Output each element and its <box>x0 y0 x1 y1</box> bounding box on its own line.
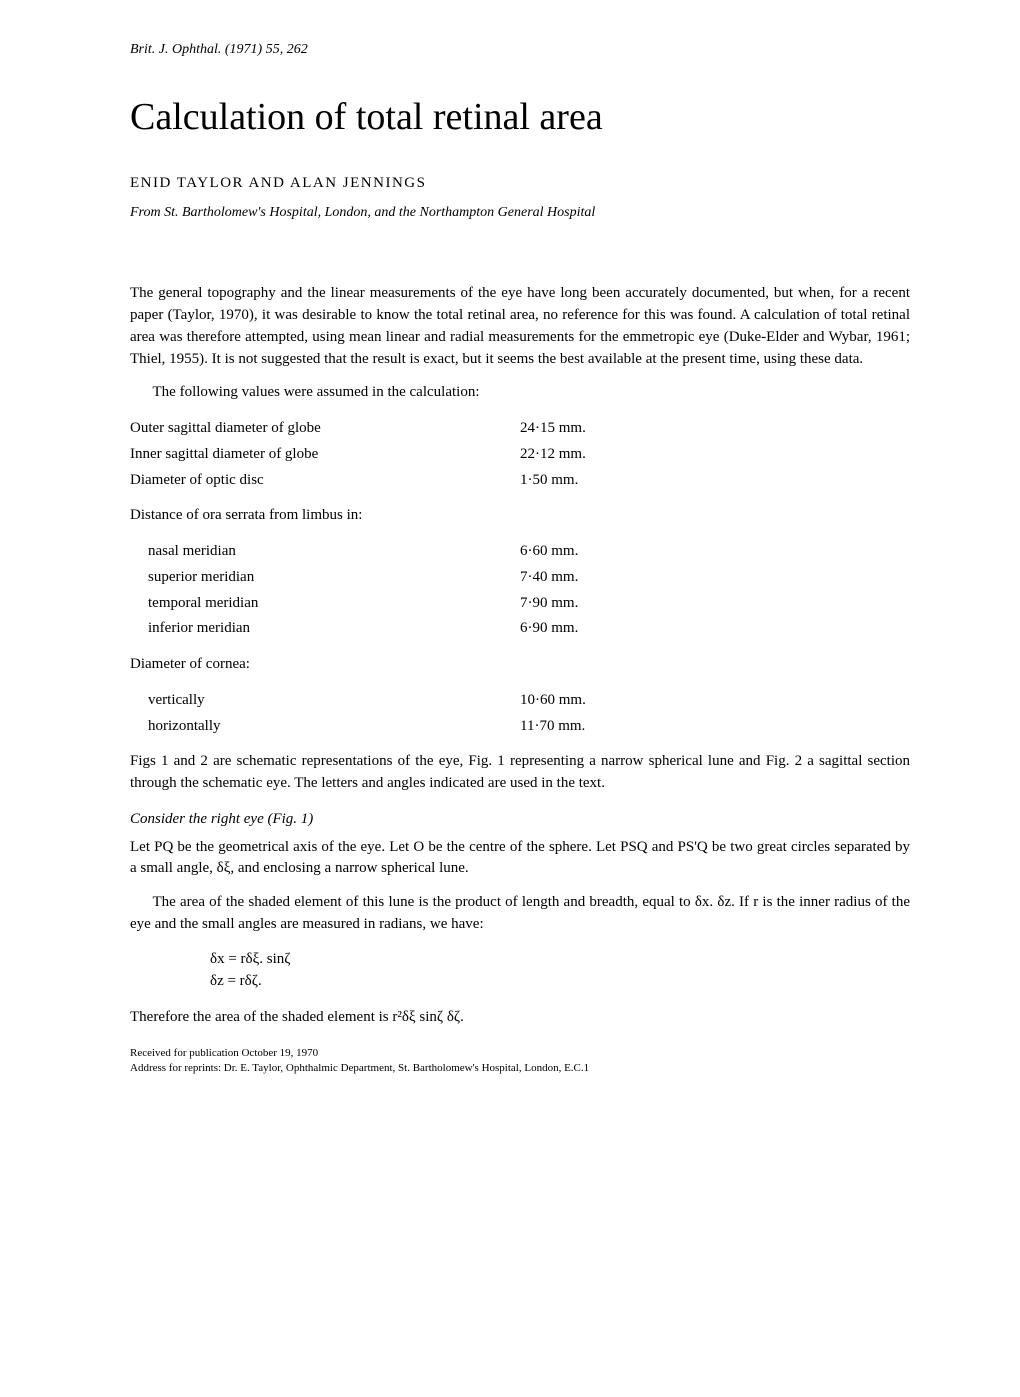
measurement-row: vertically 10·60 mm. <box>130 690 910 712</box>
equation-block: δx = rδξ. sinζ δz = rδζ. <box>210 948 910 993</box>
figs-paragraph: Figs 1 and 2 are schematic representatio… <box>130 751 910 795</box>
measurement-row: nasal meridian 6·60 mm. <box>130 541 910 563</box>
cornea-heading: Diameter of cornea: <box>130 654 910 676</box>
measurement-row: horizontally 11·70 mm. <box>130 716 910 738</box>
measurement-label: Inner sagittal diameter of globe <box>130 444 520 466</box>
authors-text: ENID TAYLOR AND ALAN JENNINGS <box>130 175 426 191</box>
copyright-watermark: Br J Ophthalmol: first published as 10.1… <box>1006 0 1020 68</box>
measurement-value: 22·12 mm. <box>520 444 586 466</box>
footnote-block: Received for publication October 19, 197… <box>130 1046 910 1075</box>
measurement-value: 6·60 mm. <box>520 541 578 563</box>
measurements-globe: Outer sagittal diameter of globe 24·15 m… <box>130 418 910 491</box>
measurements-ora: nasal meridian 6·60 mm. superior meridia… <box>130 541 910 640</box>
measurement-label: vertically <box>130 690 520 712</box>
therefore-paragraph: Therefore the area of the shaded element… <box>130 1007 910 1029</box>
equation-line: δz = rδζ. <box>210 970 910 993</box>
measurement-label: Diameter of optic disc <box>130 470 520 492</box>
measurement-label: Outer sagittal diameter of globe <box>130 418 520 440</box>
consider-heading: Consider the right eye (Fig. 1) <box>130 809 910 831</box>
measurement-label: nasal meridian <box>130 541 520 563</box>
measurement-label: horizontally <box>130 716 520 738</box>
measurement-row: Inner sagittal diameter of globe 22·12 m… <box>130 444 910 466</box>
intro-paragraph: The general topography and the linear me… <box>130 283 910 370</box>
affiliation: From St. Bartholomew's Hospital, London,… <box>130 203 910 223</box>
measurement-row: superior meridian 7·40 mm. <box>130 567 910 589</box>
measurement-row: Diameter of optic disc 1·50 mm. <box>130 470 910 492</box>
measurement-label: superior meridian <box>130 567 520 589</box>
measurement-row: temporal meridian 7·90 mm. <box>130 593 910 615</box>
ora-heading: Distance of ora serrata from limbus in: <box>130 505 910 527</box>
measurement-value: 11·70 mm. <box>520 716 585 738</box>
authors-line: ENID TAYLOR AND ALAN JENNINGS <box>130 173 910 195</box>
measurement-value: 7·90 mm. <box>520 593 578 615</box>
article-title: Calculation of total retinal area <box>130 90 910 145</box>
measurement-value: 7·40 mm. <box>520 567 578 589</box>
measurement-value: 6·90 mm. <box>520 618 578 640</box>
measurement-row: inferior meridian 6·90 mm. <box>130 618 910 640</box>
measurement-label: temporal meridian <box>130 593 520 615</box>
footnote-received: Received for publication October 19, 197… <box>130 1046 910 1060</box>
journal-header: Brit. J. Ophthal. (1971) 55, 262 <box>130 40 910 60</box>
measurement-value: 24·15 mm. <box>520 418 586 440</box>
measurement-value: 10·60 mm. <box>520 690 586 712</box>
equation-line: δx = rδξ. sinζ <box>210 948 910 971</box>
values-intro: The following values were assumed in the… <box>130 382 910 404</box>
measurements-cornea: vertically 10·60 mm. horizontally 11·70 … <box>130 690 910 738</box>
measurement-row: Outer sagittal diameter of globe 24·15 m… <box>130 418 910 440</box>
measurement-value: 1·50 mm. <box>520 470 578 492</box>
measurement-label: inferior meridian <box>130 618 520 640</box>
footnote-address: Address for reprints: Dr. E. Taylor, Oph… <box>130 1061 910 1075</box>
geometry-paragraph-2: The area of the shaded element of this l… <box>130 892 910 936</box>
geometry-paragraph-1: Let PQ be the geometrical axis of the ey… <box>130 837 910 881</box>
